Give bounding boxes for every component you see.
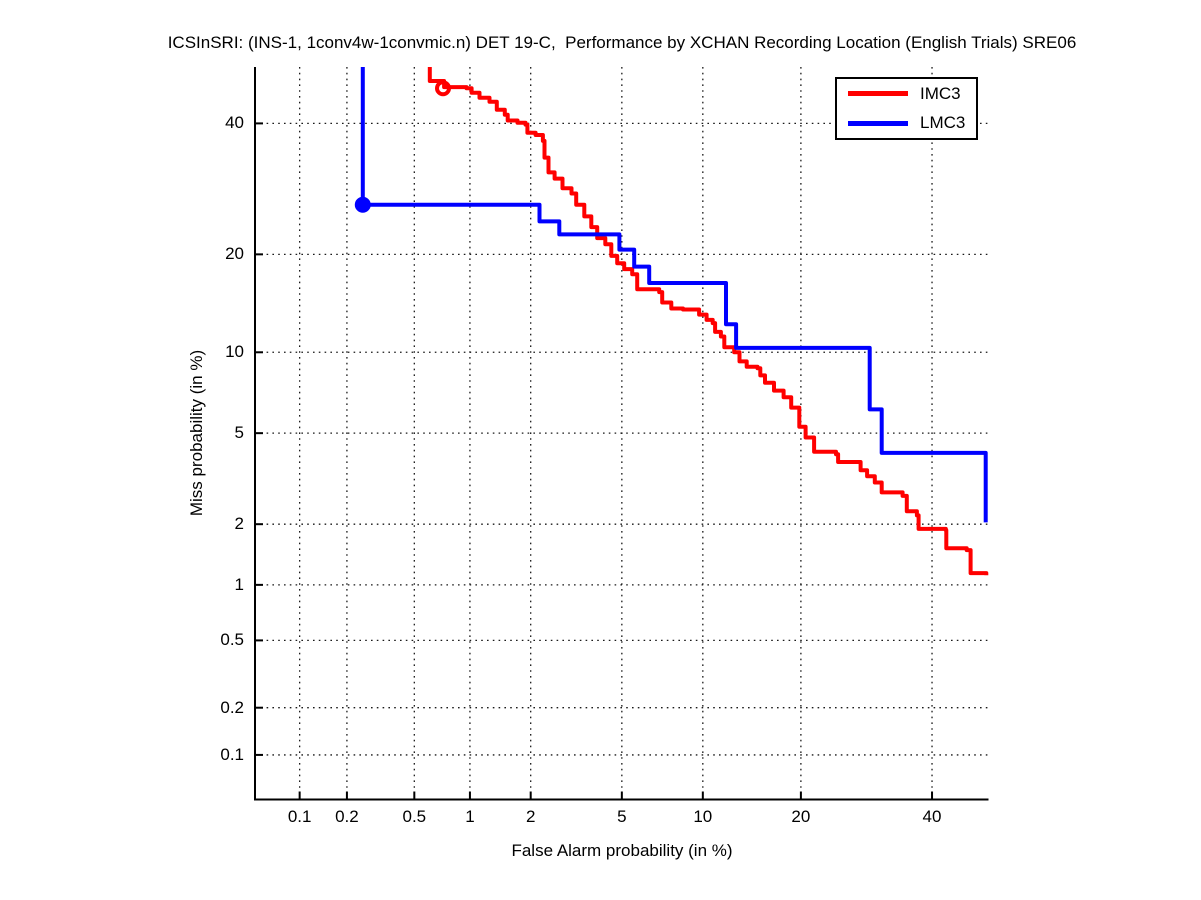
y-tick-label: 1 bbox=[234, 574, 244, 594]
x-axis-label: False Alarm probability (in %) bbox=[511, 841, 733, 860]
y-tick-label: 0.2 bbox=[220, 697, 244, 717]
y-tick-label: 40 bbox=[225, 113, 244, 133]
y-tick-label: 5 bbox=[234, 423, 244, 443]
x-tick-label: 5 bbox=[617, 807, 627, 826]
det-curve-IMC3 bbox=[427, 67, 989, 576]
legend-label: LMC3 bbox=[920, 113, 966, 133]
legend-label: IMC3 bbox=[920, 83, 961, 103]
legend-line-swatch bbox=[848, 91, 908, 97]
y-tick-label: 20 bbox=[225, 244, 244, 264]
x-tick-label: 20 bbox=[791, 807, 811, 826]
y-tick-label: 10 bbox=[225, 342, 244, 362]
x-tick-label: 40 bbox=[922, 807, 942, 826]
x-tick-label: 0.1 bbox=[287, 807, 312, 826]
legend-item-IMC3: IMC3 bbox=[837, 79, 976, 108]
marker-circle-LMC3 bbox=[354, 196, 371, 213]
x-tick-label: 0.2 bbox=[335, 807, 359, 826]
x-tick-label: 2 bbox=[525, 807, 536, 826]
legend-item-LMC3: LMC3 bbox=[837, 109, 976, 138]
det-curve-LMC3 bbox=[360, 67, 988, 523]
x-tick-label: 1 bbox=[465, 807, 475, 826]
legend: IMC3 LMC3 bbox=[835, 77, 978, 140]
marker-circle-IMC3 bbox=[435, 80, 452, 97]
chart-title: ICSInSRI: (INS-1, 1conv4w-1convmic.n) DE… bbox=[167, 33, 1077, 52]
legend-line-swatch bbox=[848, 120, 908, 126]
x-tick-label: 10 bbox=[693, 807, 713, 826]
y-tick-label: 0.1 bbox=[220, 744, 244, 764]
y-tick-label: 0.5 bbox=[220, 630, 244, 650]
y-tick-label: 2 bbox=[234, 514, 244, 534]
x-tick-label: 0.5 bbox=[402, 807, 427, 826]
